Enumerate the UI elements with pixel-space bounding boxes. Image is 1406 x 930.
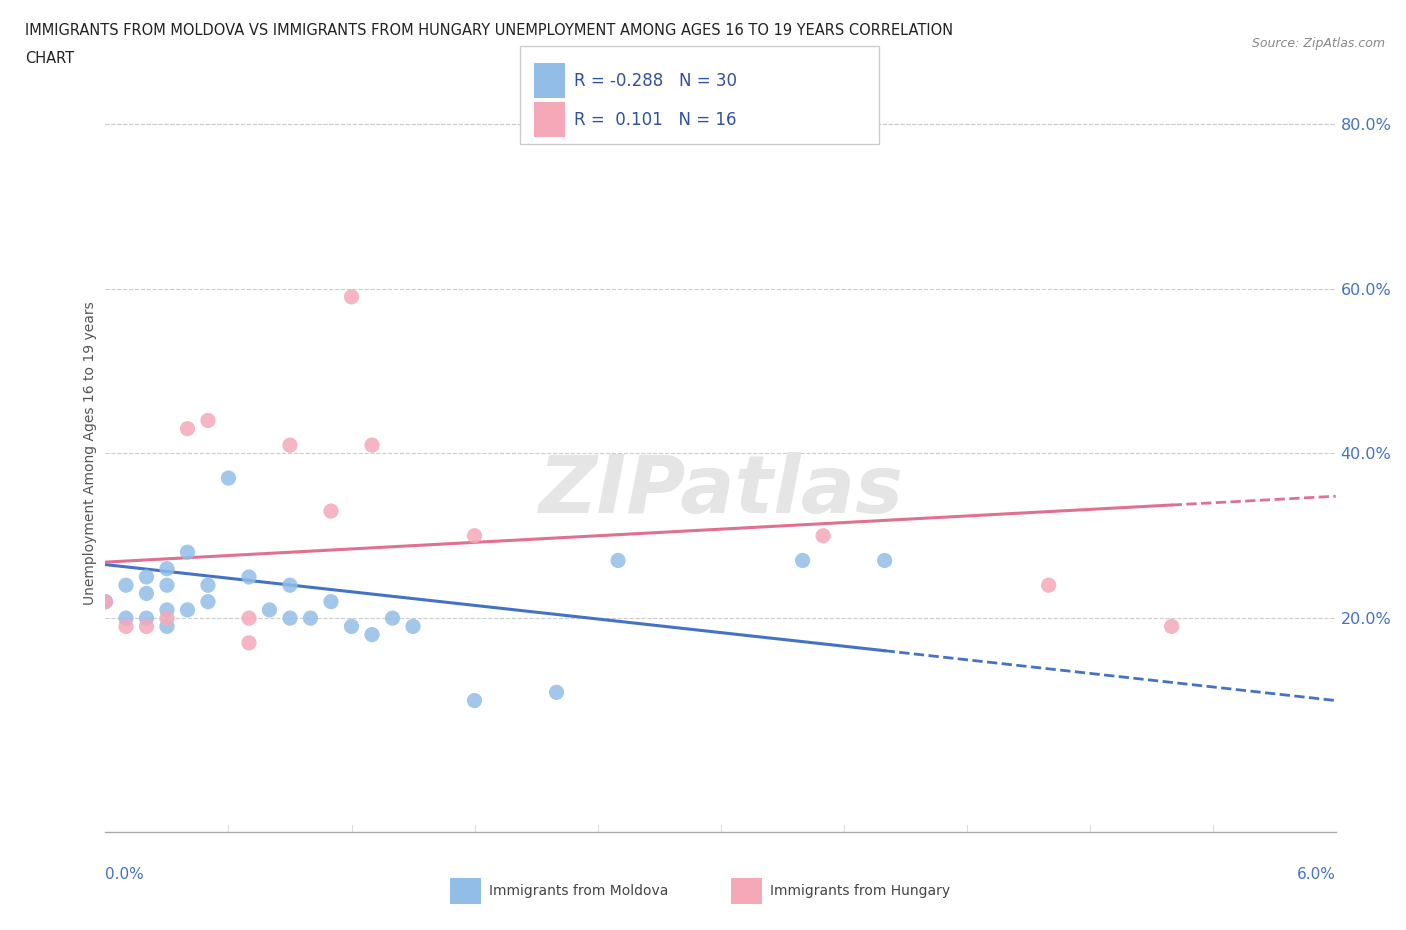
Point [1038,578,1060,592]
Point [811,528,834,543]
Point [340,619,363,634]
Y-axis label: Unemployment Among Ages 16 to 19 years: Unemployment Among Ages 16 to 19 years [83,301,97,605]
Point [115,578,138,592]
Point [197,413,219,428]
Point [197,594,219,609]
Point [278,438,301,453]
Point [381,611,404,626]
Point [135,586,157,601]
Text: CHART: CHART [25,51,75,66]
Point [135,611,157,626]
Text: Source: ZipAtlas.com: Source: ZipAtlas.com [1251,37,1385,50]
Text: ZIPatlas: ZIPatlas [538,452,903,530]
Point [299,611,322,626]
Text: IMMIGRANTS FROM MOLDOVA VS IMMIGRANTS FROM HUNGARY UNEMPLOYMENT AMONG AGES 16 TO: IMMIGRANTS FROM MOLDOVA VS IMMIGRANTS FR… [25,23,953,38]
Point [135,569,157,584]
Point [238,569,260,584]
Point [135,619,157,634]
Text: 6.0%: 6.0% [1296,867,1336,882]
Point [156,611,179,626]
Text: 0.0%: 0.0% [105,867,145,882]
Point [156,578,179,592]
Text: Immigrants from Moldova: Immigrants from Moldova [489,884,669,898]
Point [115,619,138,634]
Point [94,594,117,609]
Point [278,611,301,626]
Text: R =  0.101   N = 16: R = 0.101 N = 16 [574,111,737,128]
Point [197,578,219,592]
Text: Immigrants from Hungary: Immigrants from Hungary [770,884,950,898]
Point [319,594,342,609]
Point [464,693,486,708]
Point [361,438,384,453]
Point [402,619,425,634]
Point [156,562,179,577]
Point [607,553,630,568]
Point [319,504,342,519]
Point [176,603,198,618]
Point [278,578,301,592]
Point [546,684,568,699]
Point [259,603,281,618]
Point [156,603,179,618]
Point [340,289,363,304]
Point [218,471,240,485]
Point [873,553,896,568]
Point [238,611,260,626]
Point [115,611,138,626]
Point [1160,619,1182,634]
Point [464,528,486,543]
Text: R = -0.288   N = 30: R = -0.288 N = 30 [574,72,737,89]
Point [238,635,260,650]
Point [361,627,384,642]
Point [176,421,198,436]
Point [176,545,198,560]
Point [792,553,814,568]
Point [156,619,179,634]
Point [94,594,117,609]
